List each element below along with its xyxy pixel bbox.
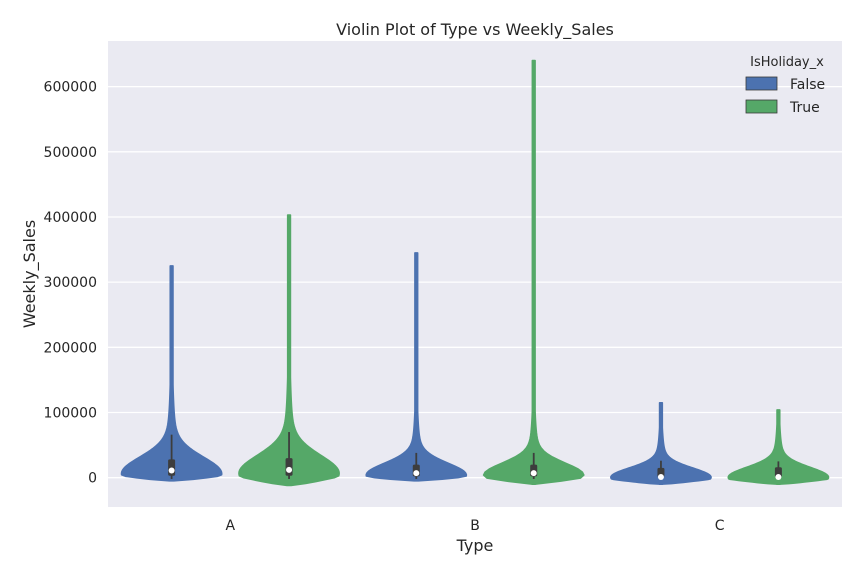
- y-grid: [108, 85, 842, 479]
- violin-body-false-b: [365, 252, 468, 482]
- y-tick-label: 600000: [44, 80, 97, 96]
- legend-swatch-false: [745, 76, 778, 91]
- plot-background: [108, 41, 842, 507]
- violin-body-true-b: [482, 59, 585, 485]
- x-tick-label: B: [470, 518, 480, 534]
- y-tick-label: 400000: [44, 210, 97, 226]
- violin-median-point: [775, 474, 782, 481]
- violin-median-point: [413, 470, 420, 477]
- legend-title: IsHoliday_x: [750, 55, 824, 70]
- legend-swatch-true: [745, 99, 778, 114]
- y-tick-labels: 0 100000 200000 300000 400000 500000 600000: [44, 80, 97, 487]
- violin-body-false-a: [120, 265, 223, 482]
- y-axis-label: Weekly_Sales: [20, 220, 40, 328]
- x-tick-label: A: [226, 518, 236, 534]
- y-tick-label: 100000: [44, 405, 97, 421]
- legend-label-true: True: [789, 100, 820, 116]
- violin-iqr-box: [774, 467, 782, 478]
- violin-median-point: [286, 466, 293, 473]
- y-tick-label: 0: [88, 471, 97, 487]
- violin-median-point: [530, 470, 537, 477]
- y-tick-label: 500000: [44, 145, 97, 161]
- violin-body-true-c: [727, 409, 830, 485]
- legend-label-false: False: [790, 77, 825, 93]
- violin-median-point: [657, 474, 664, 481]
- violin-median-point: [168, 467, 175, 474]
- y-tick-label: 300000: [44, 275, 97, 291]
- violin-body-false-c: [610, 401, 712, 485]
- chart-title: Violin Plot of Type vs Weekly_Sales: [336, 20, 614, 40]
- violin-body-true-a: [238, 214, 340, 487]
- y-tick-label: 200000: [44, 340, 97, 356]
- violins: [120, 59, 830, 487]
- legend: IsHoliday_x False True: [745, 55, 825, 116]
- x-tick-labels: A B C: [226, 518, 725, 534]
- x-tick-label: C: [715, 518, 725, 534]
- x-axis-label: Type: [456, 536, 494, 555]
